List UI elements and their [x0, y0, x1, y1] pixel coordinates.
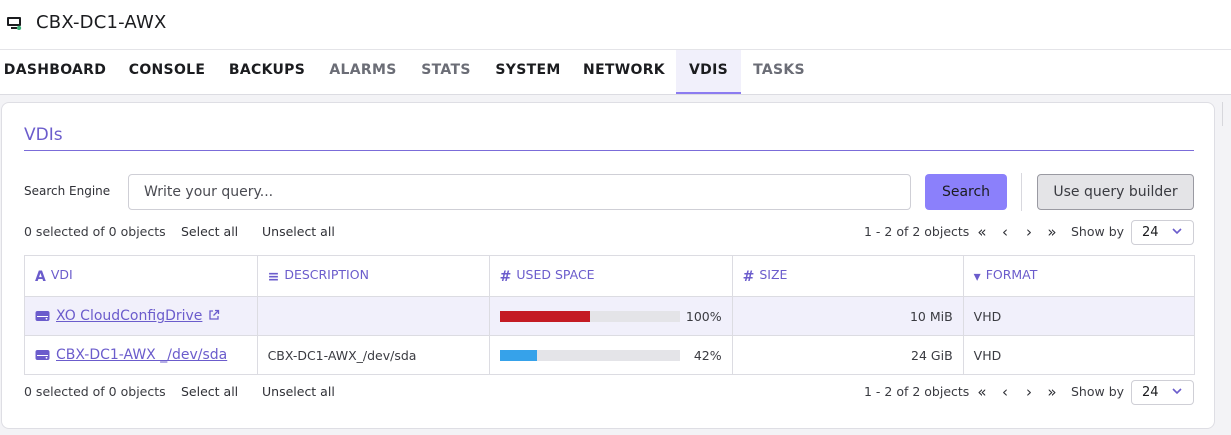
unselect-all-link[interactable]: Unselect all	[262, 384, 335, 399]
show-by-value: 24	[1142, 225, 1159, 240]
toolbar-divider	[1021, 173, 1022, 211]
disk-icon	[35, 350, 50, 360]
tab-system[interactable]: SYSTEM	[495, 62, 561, 78]
used-space-cell: 100%	[488, 296, 733, 336]
vm-desktop-icon	[7, 17, 22, 30]
size-cell: 24 GiB	[731, 335, 964, 375]
select-all-link[interactable]: Select all	[181, 224, 239, 239]
used-space-cell: 42%	[488, 335, 733, 375]
format-cell: VHD	[962, 335, 1196, 375]
vdi-cell: CBX-DC1-AWX _/dev/sda	[24, 335, 258, 375]
column-header-vdi[interactable]: A VDI	[24, 255, 258, 297]
next-page-icon[interactable]: ›	[1026, 223, 1032, 241]
used-space-percent: 100%	[685, 308, 722, 324]
query-builder-button[interactable]: Use query builder	[1037, 174, 1194, 210]
description-cell	[256, 296, 490, 336]
vdi-cell: XO CloudConfigDrive	[24, 296, 258, 336]
tab-dashboard[interactable]: DASHBOARD	[3, 62, 107, 78]
pagination-range: 1 - 2 of 2 objects	[864, 384, 970, 399]
text-type-icon: A	[35, 269, 46, 285]
chevron-down-icon	[1172, 228, 1182, 235]
vdis-panel: VDIs Search Engine Search Use query buil…	[1, 102, 1215, 429]
table-row[interactable]: CBX-DC1-AWX _/dev/sda CBX-DC1-AWX_/dev/s…	[24, 335, 1196, 375]
used-space-fill	[499, 349, 538, 361]
search-input[interactable]	[128, 174, 911, 210]
vm-header: CBX-DC1-AWX	[0, 0, 1231, 50]
size-cell: 10 MiB	[731, 296, 964, 336]
selection-count: 0 selected of 0 objects	[24, 384, 166, 399]
used-space-fill	[499, 310, 590, 322]
show-by-label: Show by	[1071, 224, 1125, 239]
prev-page-icon[interactable]: ‹	[1002, 223, 1008, 241]
format-cell: VHD	[962, 296, 1196, 336]
external-link-icon[interactable]	[208, 309, 220, 321]
table-row[interactable]: XO CloudConfigDrive 100% 10 MiB VHD	[24, 296, 1196, 336]
tab-vdis[interactable]: VDIS	[676, 50, 741, 94]
section-title: VDIs	[24, 125, 63, 145]
unselect-all-link[interactable]: Unselect all	[262, 224, 335, 239]
tab-bar: DASHBOARD CONSOLE BACKUPS ALARMS STATS S…	[0, 50, 1231, 95]
column-header-used-space[interactable]: # USED SPACE	[488, 255, 733, 297]
vdis-table: A VDI ≡ DESCRIPTION # USED SPACE # SIZE ▾ FOR…	[24, 255, 1196, 375]
tab-tasks[interactable]: TASKS	[753, 62, 805, 78]
tab-backups[interactable]: BACKUPS	[228, 62, 306, 78]
show-by-select[interactable]: 24	[1131, 220, 1194, 245]
number-type-icon: #	[742, 269, 755, 285]
show-by-label: Show by	[1071, 384, 1125, 399]
enum-type-icon: ▾	[973, 269, 981, 285]
prev-page-icon[interactable]: ‹	[1002, 383, 1008, 401]
disk-icon	[35, 311, 50, 321]
first-page-icon[interactable]: «	[977, 383, 987, 401]
last-page-icon[interactable]: »	[1047, 383, 1057, 401]
last-page-icon[interactable]: »	[1047, 223, 1057, 241]
used-space-percent: 42%	[693, 347, 722, 363]
used-space-bar	[499, 310, 680, 322]
tab-network[interactable]: NETWORK	[583, 62, 665, 78]
select-all-link[interactable]: Select all	[181, 384, 239, 399]
scrollbar[interactable]	[1222, 102, 1231, 126]
tab-console[interactable]: CONSOLE	[128, 62, 206, 78]
next-page-icon[interactable]: ›	[1026, 383, 1032, 401]
vdi-name-link[interactable]: XO CloudConfigDrive	[56, 308, 203, 324]
vdi-name-link[interactable]: CBX-DC1-AWX _/dev/sda	[56, 347, 228, 363]
search-button[interactable]: Search	[925, 174, 1007, 210]
search-engine-label: Search Engine	[24, 184, 111, 198]
selection-bar-bottom: 0 selected of 0 objects Select all Unsel…	[2, 380, 1214, 405]
column-header-size[interactable]: # SIZE	[731, 255, 964, 297]
selection-count: 0 selected of 0 objects	[24, 224, 166, 239]
show-by-select[interactable]: 24	[1131, 380, 1194, 405]
first-page-icon[interactable]: «	[977, 223, 987, 241]
description-type-icon: ≡	[267, 269, 280, 285]
section-divider	[24, 150, 1194, 151]
show-by-value: 24	[1142, 385, 1159, 400]
chevron-down-icon	[1172, 388, 1182, 395]
tab-stats[interactable]: STATS	[421, 62, 471, 78]
table-header-row: A VDI ≡ DESCRIPTION # USED SPACE # SIZE ▾ FOR…	[24, 255, 1196, 297]
tab-alarms[interactable]: ALARMS	[329, 62, 397, 78]
column-header-description[interactable]: ≡ DESCRIPTION	[256, 255, 490, 297]
description-cell: CBX-DC1-AWX_/dev/sda	[256, 335, 490, 375]
pagination-range: 1 - 2 of 2 objects	[864, 224, 970, 239]
vm-title: CBX-DC1-AWX	[36, 12, 167, 33]
column-header-format[interactable]: ▾ FORMAT	[962, 255, 1196, 297]
selection-bar-top: 0 selected of 0 objects Select all Unsel…	[2, 220, 1214, 245]
number-type-icon: #	[499, 269, 512, 285]
used-space-bar	[499, 349, 680, 361]
